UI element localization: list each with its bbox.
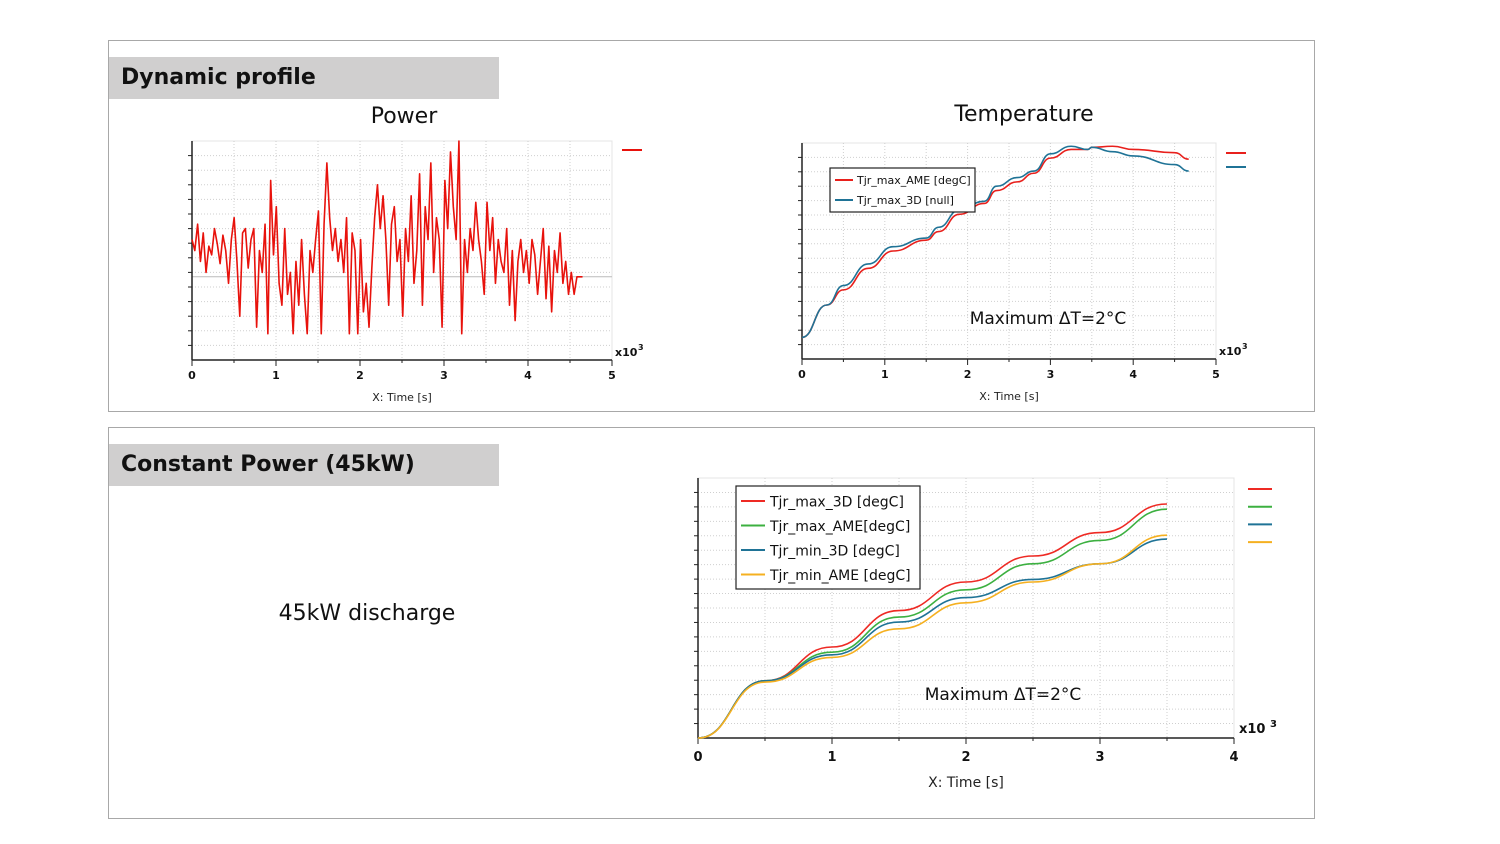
legend-box <box>829 167 976 213</box>
series-line-1 <box>801 145 1189 339</box>
power-chart-title: Power <box>370 104 438 129</box>
legend-label: Tjr_max_3D [null] <box>856 194 954 207</box>
legend-label: Tjr_max_3D [degC] <box>769 494 904 510</box>
dynamic-profile-panel: Dynamic profile <box>108 40 1315 412</box>
x-multiplier-exponent: 3 <box>638 343 644 352</box>
constant-power-panel: Constant Power (45kW) <box>108 427 1315 819</box>
temperature-chart-title: Temperature <box>954 102 1094 127</box>
x-multiplier: x10 <box>615 346 638 359</box>
x-tick-label: 1 <box>272 369 280 382</box>
x-multiplier: x10 <box>1219 345 1242 358</box>
x-tick-label: 2 <box>356 369 364 382</box>
x-tick-label: 2 <box>964 368 972 381</box>
x-tick-label: 4 <box>1229 750 1238 765</box>
x-tick-label: 5 <box>608 369 616 382</box>
discharge-label: 45kW discharge <box>278 601 456 626</box>
x-tick-label: 5 <box>1212 368 1220 381</box>
x-multiplier-exponent: 3 <box>1242 342 1248 351</box>
section-title: Dynamic profile <box>109 57 499 99</box>
x-axis-label: X: Time [s] <box>979 390 1038 403</box>
legend-label: Tjr_min_3D [degC] <box>769 543 900 559</box>
x-multiplier-exponent: 3 <box>1270 719 1277 730</box>
annotation: Maximum ΔT=2°C <box>925 685 1082 705</box>
x-tick-label: 3 <box>1047 368 1055 381</box>
x-tick-label: 3 <box>440 369 448 382</box>
annotation: Maximum ΔT=2°C <box>970 309 1127 329</box>
legend-label: Tjr_max_AME[degC] <box>769 519 910 535</box>
series-line-0 <box>801 145 1189 339</box>
x-tick-label: 4 <box>1129 368 1137 381</box>
x-tick-label: 0 <box>188 369 196 382</box>
x-axis-label: X: Time [s] <box>372 391 431 404</box>
x-tick-label: 0 <box>798 368 806 381</box>
x-tick-label: 3 <box>1095 750 1104 765</box>
series-line-3 <box>697 534 1168 739</box>
x-tick-label: 1 <box>827 750 836 765</box>
legend-box <box>735 485 921 590</box>
series-line-0 <box>191 140 583 335</box>
x-tick-label: 0 <box>693 750 702 765</box>
legend-label: Tjr_min_AME [degC] <box>769 568 911 584</box>
section-title: Constant Power (45kW) <box>109 444 499 486</box>
x-tick-label: 4 <box>524 369 532 382</box>
x-multiplier: x10 <box>1239 722 1265 737</box>
x-tick-label: 2 <box>961 750 970 765</box>
x-tick-label: 1 <box>881 368 889 381</box>
legend-label: Tjr_max_AME [degC] <box>856 174 971 187</box>
x-axis-label: X: Time [s] <box>928 775 1004 791</box>
